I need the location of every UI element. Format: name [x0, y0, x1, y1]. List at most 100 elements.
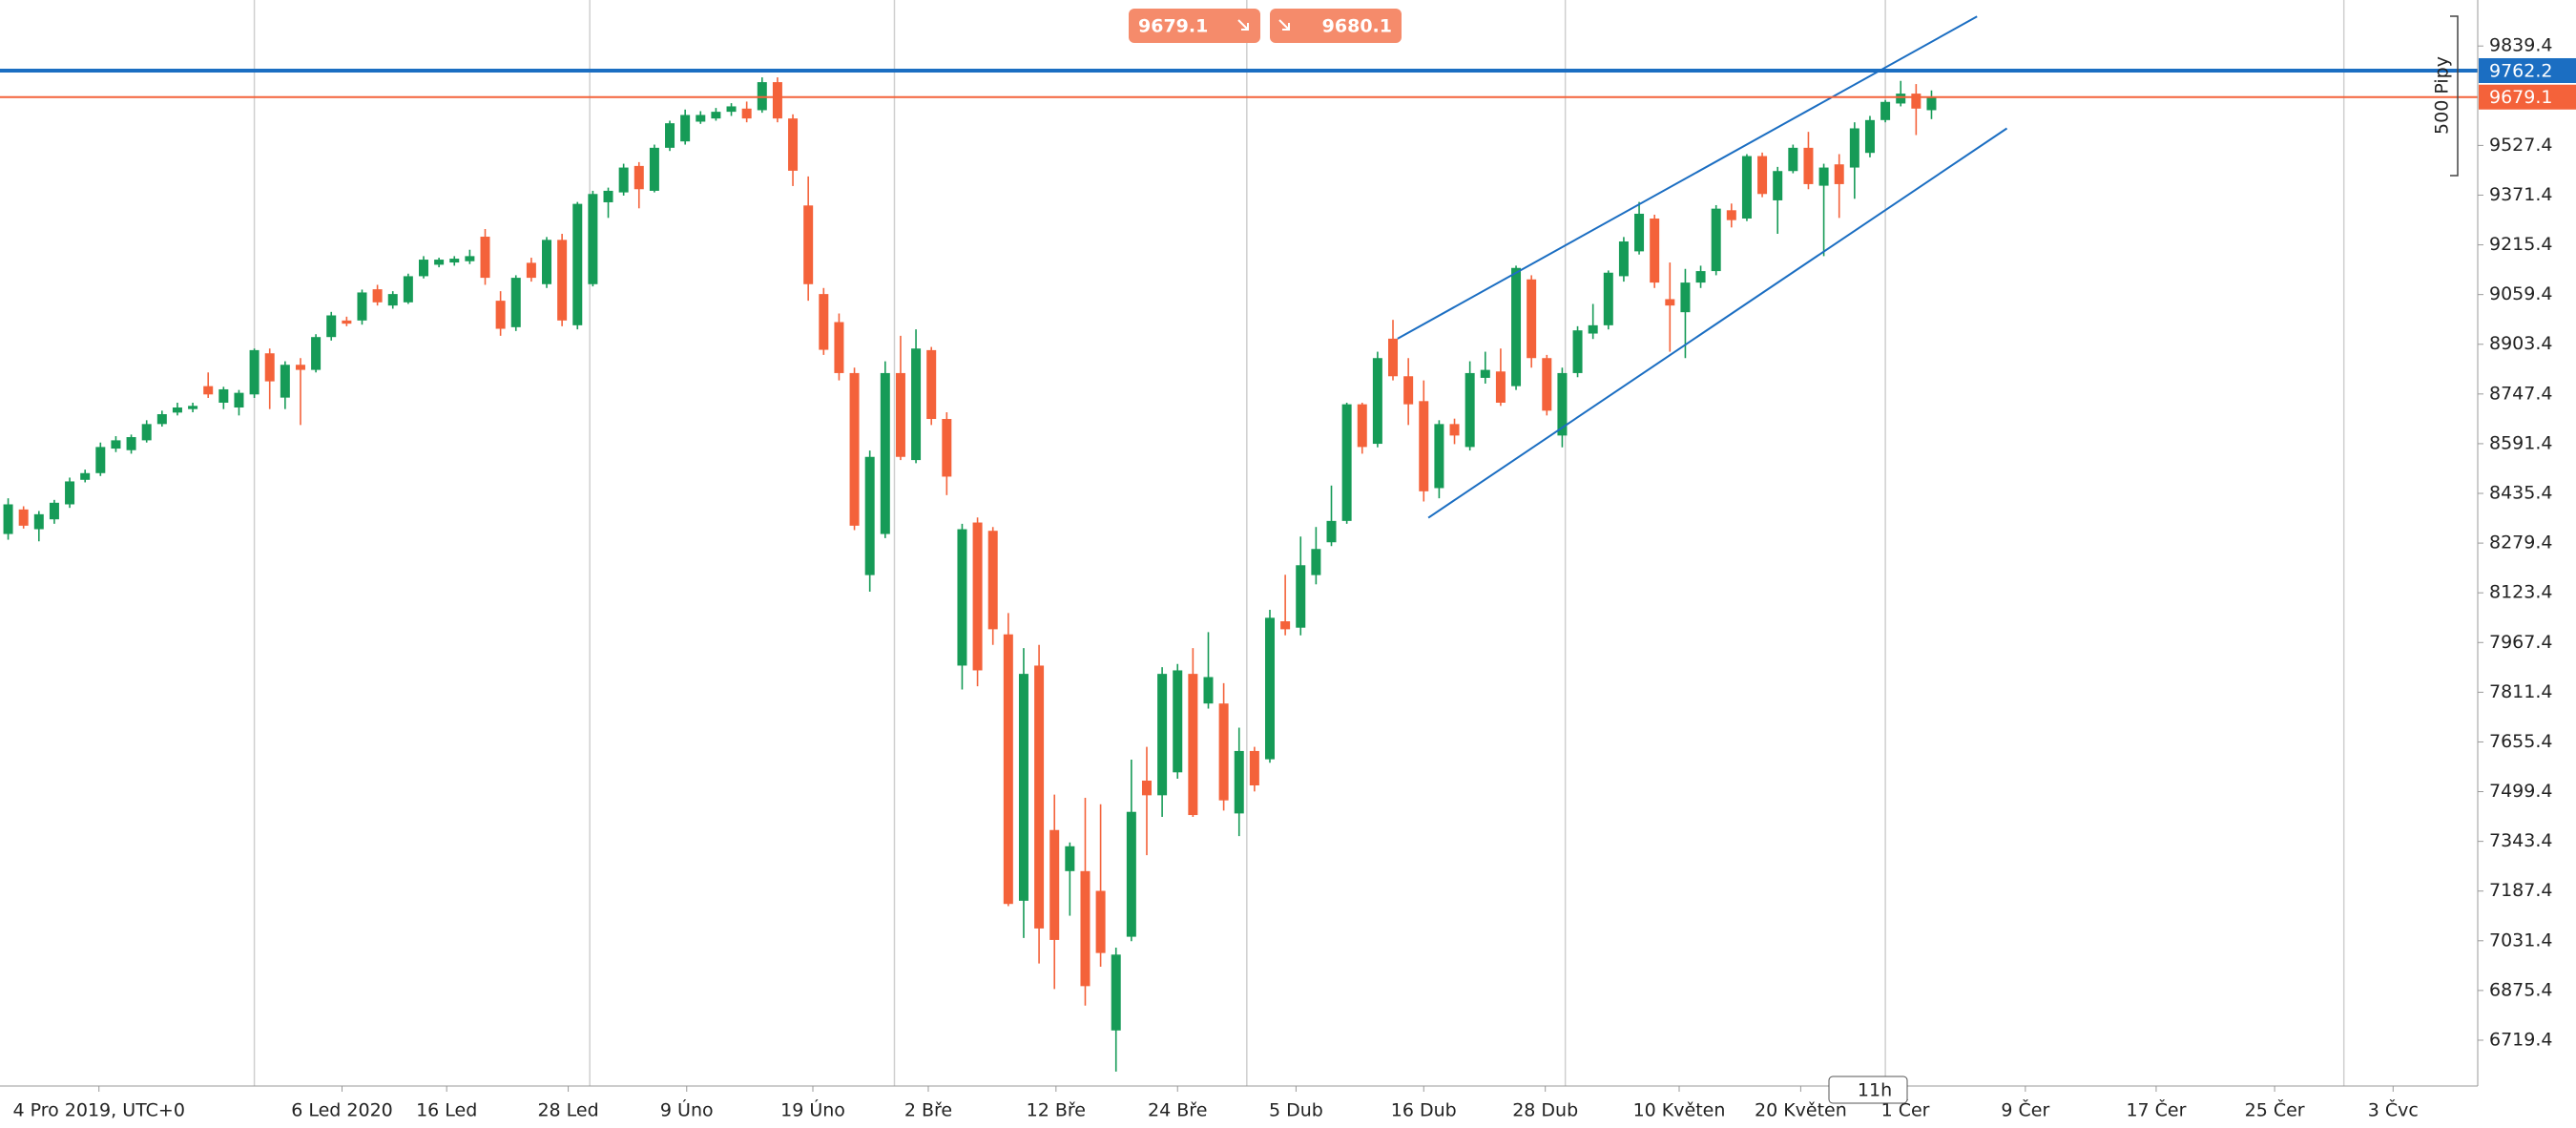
candle-body: [311, 337, 322, 370]
candle-body: [1141, 780, 1152, 796]
candle-body: [1818, 167, 1829, 186]
candle-body: [819, 294, 829, 350]
y-tick-label: 8747.4: [2489, 383, 2552, 404]
candle-body: [665, 123, 675, 148]
y-tick-label: 6875.4: [2489, 979, 2552, 1000]
candle-body: [696, 115, 706, 122]
x-tick-label: 16 Dub: [1391, 1100, 1457, 1121]
candle-body: [1434, 424, 1444, 489]
buy-button[interactable]: [1270, 9, 1402, 43]
candle-body: [542, 240, 552, 284]
candle-body: [1527, 279, 1537, 359]
x-tick-label: 4 Pro 2019, UTC+0: [12, 1100, 184, 1121]
candle-body: [480, 237, 490, 279]
sell-button[interactable]: [1129, 9, 1260, 43]
buy-icon: [1278, 19, 1290, 31]
candle-body: [1419, 401, 1429, 491]
badge-box[interactable]: [1828, 1076, 1908, 1104]
y-tick-label: 7655.4: [2489, 731, 2552, 752]
y-tick-label: 8435.4: [2489, 483, 2552, 504]
candle-body: [957, 529, 967, 666]
candle-body: [1280, 621, 1291, 630]
candle-body: [1757, 156, 1768, 195]
candle-body: [1480, 369, 1490, 378]
candle-body: [495, 301, 506, 329]
candle-body: [1465, 372, 1475, 448]
candle-body: [95, 447, 106, 473]
trendline: [1427, 127, 2008, 519]
buy-price: 9680.1: [1322, 16, 1392, 37]
x-tick-label: 9 Úno: [660, 1098, 714, 1121]
candle-body: [188, 406, 198, 409]
candle-body: [1557, 372, 1568, 436]
candle-body: [1388, 338, 1399, 377]
timeframe-badge[interactable]: 11h: [1828, 1076, 1908, 1104]
trade-panel[interactable]: 9679.1 9680.1: [1129, 9, 1402, 43]
candle-body: [510, 278, 521, 327]
y-tick-label: 8279.4: [2489, 533, 2552, 554]
candle-body: [1080, 870, 1091, 987]
x-tick-label: 16 Led: [416, 1100, 477, 1121]
candle-body: [1449, 424, 1460, 436]
candle-body: [1542, 358, 1552, 411]
candle-body: [1572, 330, 1583, 373]
candle-body: [972, 522, 983, 671]
candle-body: [1849, 128, 1859, 168]
candle-body: [387, 294, 398, 306]
candle-body: [1911, 94, 1922, 109]
candle-body: [18, 509, 29, 526]
x-tick-label: 5 Dub: [1269, 1100, 1323, 1121]
y-tick-label: 9527.4: [2489, 135, 2552, 156]
candle-body: [403, 276, 413, 303]
x-tick-label: 17 Čer: [2126, 1098, 2186, 1121]
price-label: 9762.2: [2489, 60, 2552, 81]
candle-body: [788, 118, 799, 171]
candle-body: [1173, 670, 1183, 773]
candle-body: [1896, 94, 1906, 104]
candle-body: [1588, 324, 1598, 334]
x-tick-label: 10 Květen: [1633, 1100, 1726, 1121]
candle-body: [1188, 674, 1198, 816]
y-tick-label: 7031.4: [2489, 930, 2552, 950]
candle-body: [618, 167, 629, 193]
y-tick-label: 7343.4: [2489, 830, 2552, 851]
candle-body: [234, 392, 244, 407]
x-tick-label: 2 Bře: [904, 1100, 952, 1121]
candle-body: [1326, 520, 1337, 543]
x-tick-label: 9 Čer: [2001, 1098, 2049, 1121]
candle-body: [1618, 241, 1629, 277]
candle-body: [1495, 371, 1506, 403]
x-tick-label: 6 Led 2020: [291, 1100, 393, 1121]
candle-body: [1726, 210, 1736, 220]
candle-body: [572, 203, 583, 325]
candle-body: [911, 348, 922, 461]
x-tick-label: 25 Čer: [2245, 1098, 2305, 1121]
candle-body: [680, 115, 691, 142]
candle-body: [1741, 156, 1752, 219]
sell-price: 9679.1: [1138, 16, 1208, 37]
x-tick-label: 28 Dub: [1512, 1100, 1578, 1121]
candle-body: [942, 419, 952, 477]
candle-body: [895, 372, 905, 457]
y-tick-label: 7499.4: [2489, 781, 2552, 802]
candle-body: [741, 108, 752, 119]
candle-body: [1111, 954, 1121, 1031]
candle-body: [526, 262, 536, 279]
candle-body: [1311, 549, 1321, 575]
candle-body: [1095, 890, 1106, 953]
candle-body: [834, 322, 844, 373]
candle-body: [1372, 358, 1382, 445]
candle-body: [80, 472, 91, 480]
candle-body: [588, 194, 598, 284]
candle-body: [126, 437, 136, 450]
candle-body: [295, 365, 305, 370]
candle-body: [1880, 101, 1891, 120]
candle-body: [264, 353, 275, 382]
candle-body: [772, 82, 782, 119]
candle-body: [1296, 565, 1306, 628]
x-tick-label: 20 Květen: [1755, 1100, 1847, 1121]
y-tick-label: 6719.4: [2489, 1029, 2552, 1050]
candle-body: [1695, 271, 1706, 283]
candle-body: [1803, 147, 1814, 184]
